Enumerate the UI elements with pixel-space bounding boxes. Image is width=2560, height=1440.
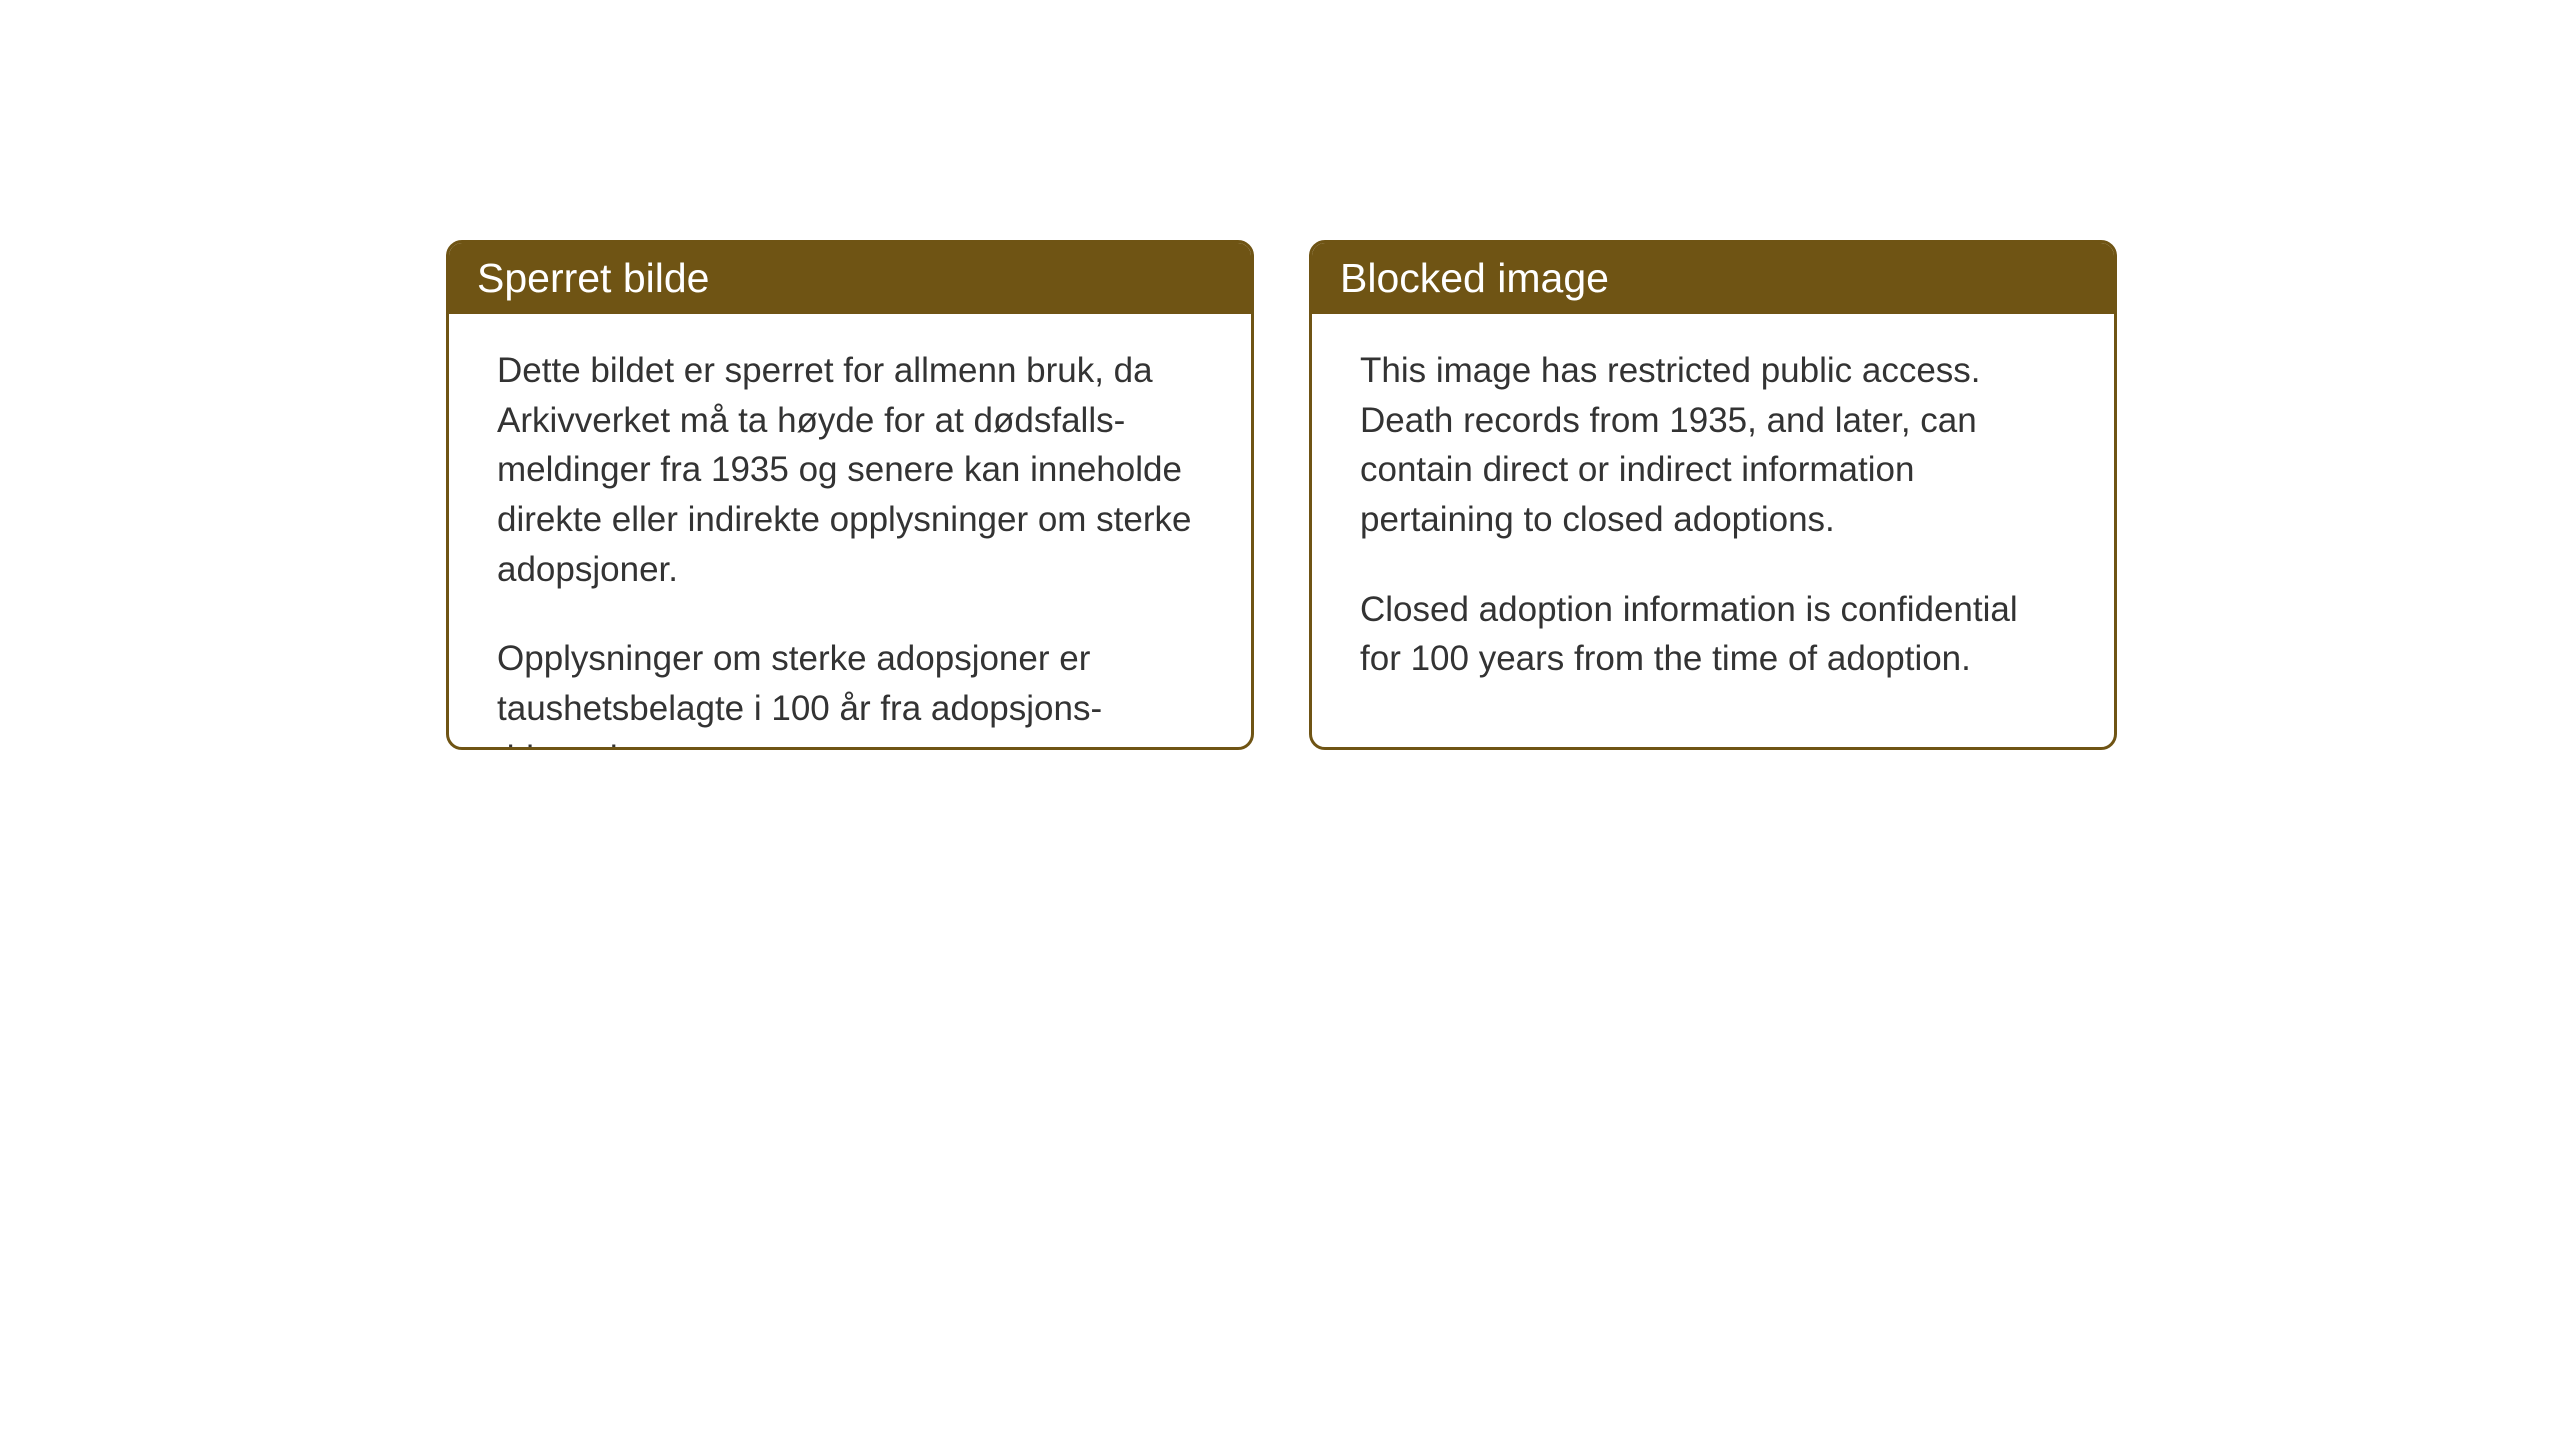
card-paragraph: Closed adoption information is confident…	[1360, 585, 2066, 684]
notice-card-norwegian: Sperret bilde Dette bildet er sperret fo…	[446, 240, 1254, 750]
card-title: Blocked image	[1340, 255, 1609, 301]
card-header-norwegian: Sperret bilde	[449, 243, 1251, 314]
card-header-english: Blocked image	[1312, 243, 2114, 314]
card-paragraph: Opplysninger om sterke adopsjoner er tau…	[497, 634, 1203, 750]
card-body-norwegian: Dette bildet er sperret for allmenn bruk…	[449, 314, 1251, 750]
card-title: Sperret bilde	[477, 255, 709, 301]
card-body-english: This image has restricted public access.…	[1312, 314, 2114, 716]
card-paragraph: Dette bildet er sperret for allmenn bruk…	[497, 346, 1203, 594]
card-paragraph: This image has restricted public access.…	[1360, 346, 2066, 545]
notice-card-english: Blocked image This image has restricted …	[1309, 240, 2117, 750]
notice-card-container: Sperret bilde Dette bildet er sperret fo…	[446, 240, 2117, 750]
